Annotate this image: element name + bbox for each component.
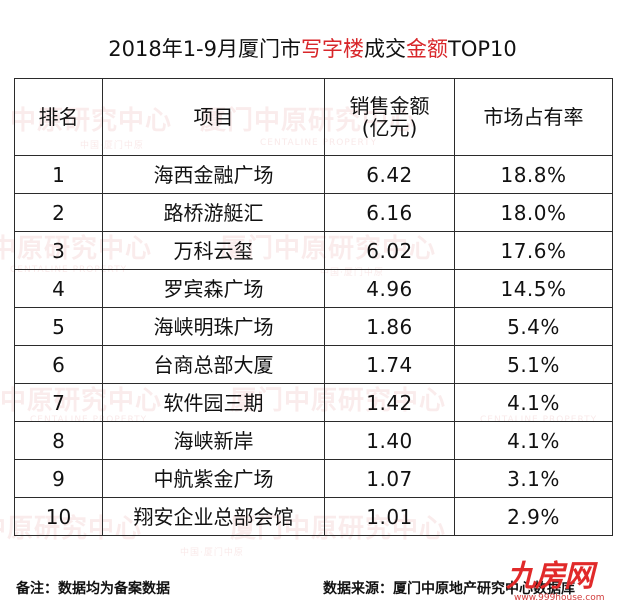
- cell-sales: 1.01: [324, 497, 455, 536]
- cell-rank: 5: [14, 307, 103, 346]
- header-sales-line1: 销售金额: [349, 94, 430, 118]
- table-row: 7 软件园三期 1.42 4.1%: [14, 383, 613, 422]
- cell-project: 路桥游艇汇: [102, 193, 325, 232]
- cell-share: 18.0%: [454, 193, 613, 232]
- cell-rank: 4: [14, 269, 103, 308]
- header-rank: 排名: [14, 78, 103, 156]
- header-sales: 销售金额 (亿元): [324, 78, 455, 156]
- site-logo: 九房网 www.999house.com: [506, 560, 618, 608]
- cell-rank: 9: [14, 459, 103, 498]
- logo-mark: 九房网: [506, 559, 594, 594]
- cell-sales: 6.02: [324, 231, 455, 270]
- cell-share: 4.1%: [454, 421, 613, 460]
- table-row: 3 万科云玺 6.02 17.6%: [14, 231, 613, 270]
- cell-project: 翔安企业总部会馆: [102, 497, 325, 536]
- header-project: 项目: [102, 78, 325, 156]
- cell-sales: 6.16: [324, 193, 455, 232]
- title-highlight-office: 写字楼: [301, 37, 364, 61]
- cell-rank: 6: [14, 345, 103, 384]
- cell-rank: 10: [14, 497, 103, 536]
- header-share: 市场占有率: [454, 78, 613, 156]
- table-row: 1 海西金融广场 6.42 18.8%: [14, 155, 613, 194]
- title-highlight-amount: 金额: [406, 37, 448, 61]
- chart-title: 2018年1-9月厦门市写字楼成交金额TOP10: [0, 36, 625, 62]
- cell-sales: 4.96: [324, 269, 455, 308]
- table-row: 10 翔安企业总部会馆 1.01 2.9%: [14, 497, 613, 536]
- cell-rank: 2: [14, 193, 103, 232]
- cell-project: 海峡明珠广场: [102, 307, 325, 346]
- cell-share: 5.1%: [454, 345, 613, 384]
- cell-project: 万科云玺: [102, 231, 325, 270]
- cell-project: 中航紫金广场: [102, 459, 325, 498]
- table-row: 8 海峡新岸 1.40 4.1%: [14, 421, 613, 460]
- footer-note: 备注：数据均为备案数据: [16, 581, 170, 597]
- table-row: 5 海峡明珠广场 1.86 5.4%: [14, 307, 613, 346]
- cell-rank: 8: [14, 421, 103, 460]
- table-row: 2 路桥游艇汇 6.16 18.0%: [14, 193, 613, 232]
- table-row: 9 中航紫金广场 1.07 3.1%: [14, 459, 613, 498]
- cell-rank: 7: [14, 383, 103, 422]
- cell-sales: 1.86: [324, 307, 455, 346]
- cell-project: 海峡新岸: [102, 421, 325, 460]
- cell-project: 海西金融广场: [102, 155, 325, 194]
- cell-sales: 1.42: [324, 383, 455, 422]
- cell-share: 14.5%: [454, 269, 613, 308]
- cell-sales: 1.07: [324, 459, 455, 498]
- cell-share: 17.6%: [454, 231, 613, 270]
- cell-project: 罗宾森广场: [102, 269, 325, 308]
- cell-project: 软件园三期: [102, 383, 325, 422]
- cell-sales: 6.42: [324, 155, 455, 194]
- cell-share: 2.9%: [454, 497, 613, 536]
- cell-rank: 3: [14, 231, 103, 270]
- cell-share: 18.8%: [454, 155, 613, 194]
- cell-share: 5.4%: [454, 307, 613, 346]
- table-row: 4 罗宾森广场 4.96 14.5%: [14, 269, 613, 308]
- cell-project: 台商总部大厦: [102, 345, 325, 384]
- cell-sales: 1.74: [324, 345, 455, 384]
- watermark-subtext: 中国·厦门中原: [180, 548, 244, 558]
- ranking-table: 排名 项目 销售金额 (亿元) 市场占有率 1 海西金融广场 6.42 18.8% 2 路…: [14, 78, 613, 536]
- table-header-row: 排名 项目 销售金额 (亿元) 市场占有率: [14, 78, 613, 156]
- title-suffix: TOP10: [448, 37, 517, 61]
- table-row: 6 台商总部大厦 1.74 5.1%: [14, 345, 613, 384]
- cell-share: 3.1%: [454, 459, 613, 498]
- title-prefix: 2018年1-9月厦门市: [108, 37, 301, 61]
- cell-sales: 1.40: [324, 421, 455, 460]
- table-body: 1 海西金融广场 6.42 18.8% 2 路桥游艇汇 6.16 18.0% 3 万科云玺 6.02…: [14, 155, 613, 536]
- footer-source: 数据来源：厦门中原地产研究中心数据库: [323, 581, 575, 597]
- cell-rank: 1: [14, 155, 103, 194]
- header-sales-line2: (亿元): [361, 116, 418, 140]
- logo-url: www.999house.com: [514, 593, 605, 603]
- title-middle: 成交: [364, 37, 406, 61]
- cell-share: 4.1%: [454, 383, 613, 422]
